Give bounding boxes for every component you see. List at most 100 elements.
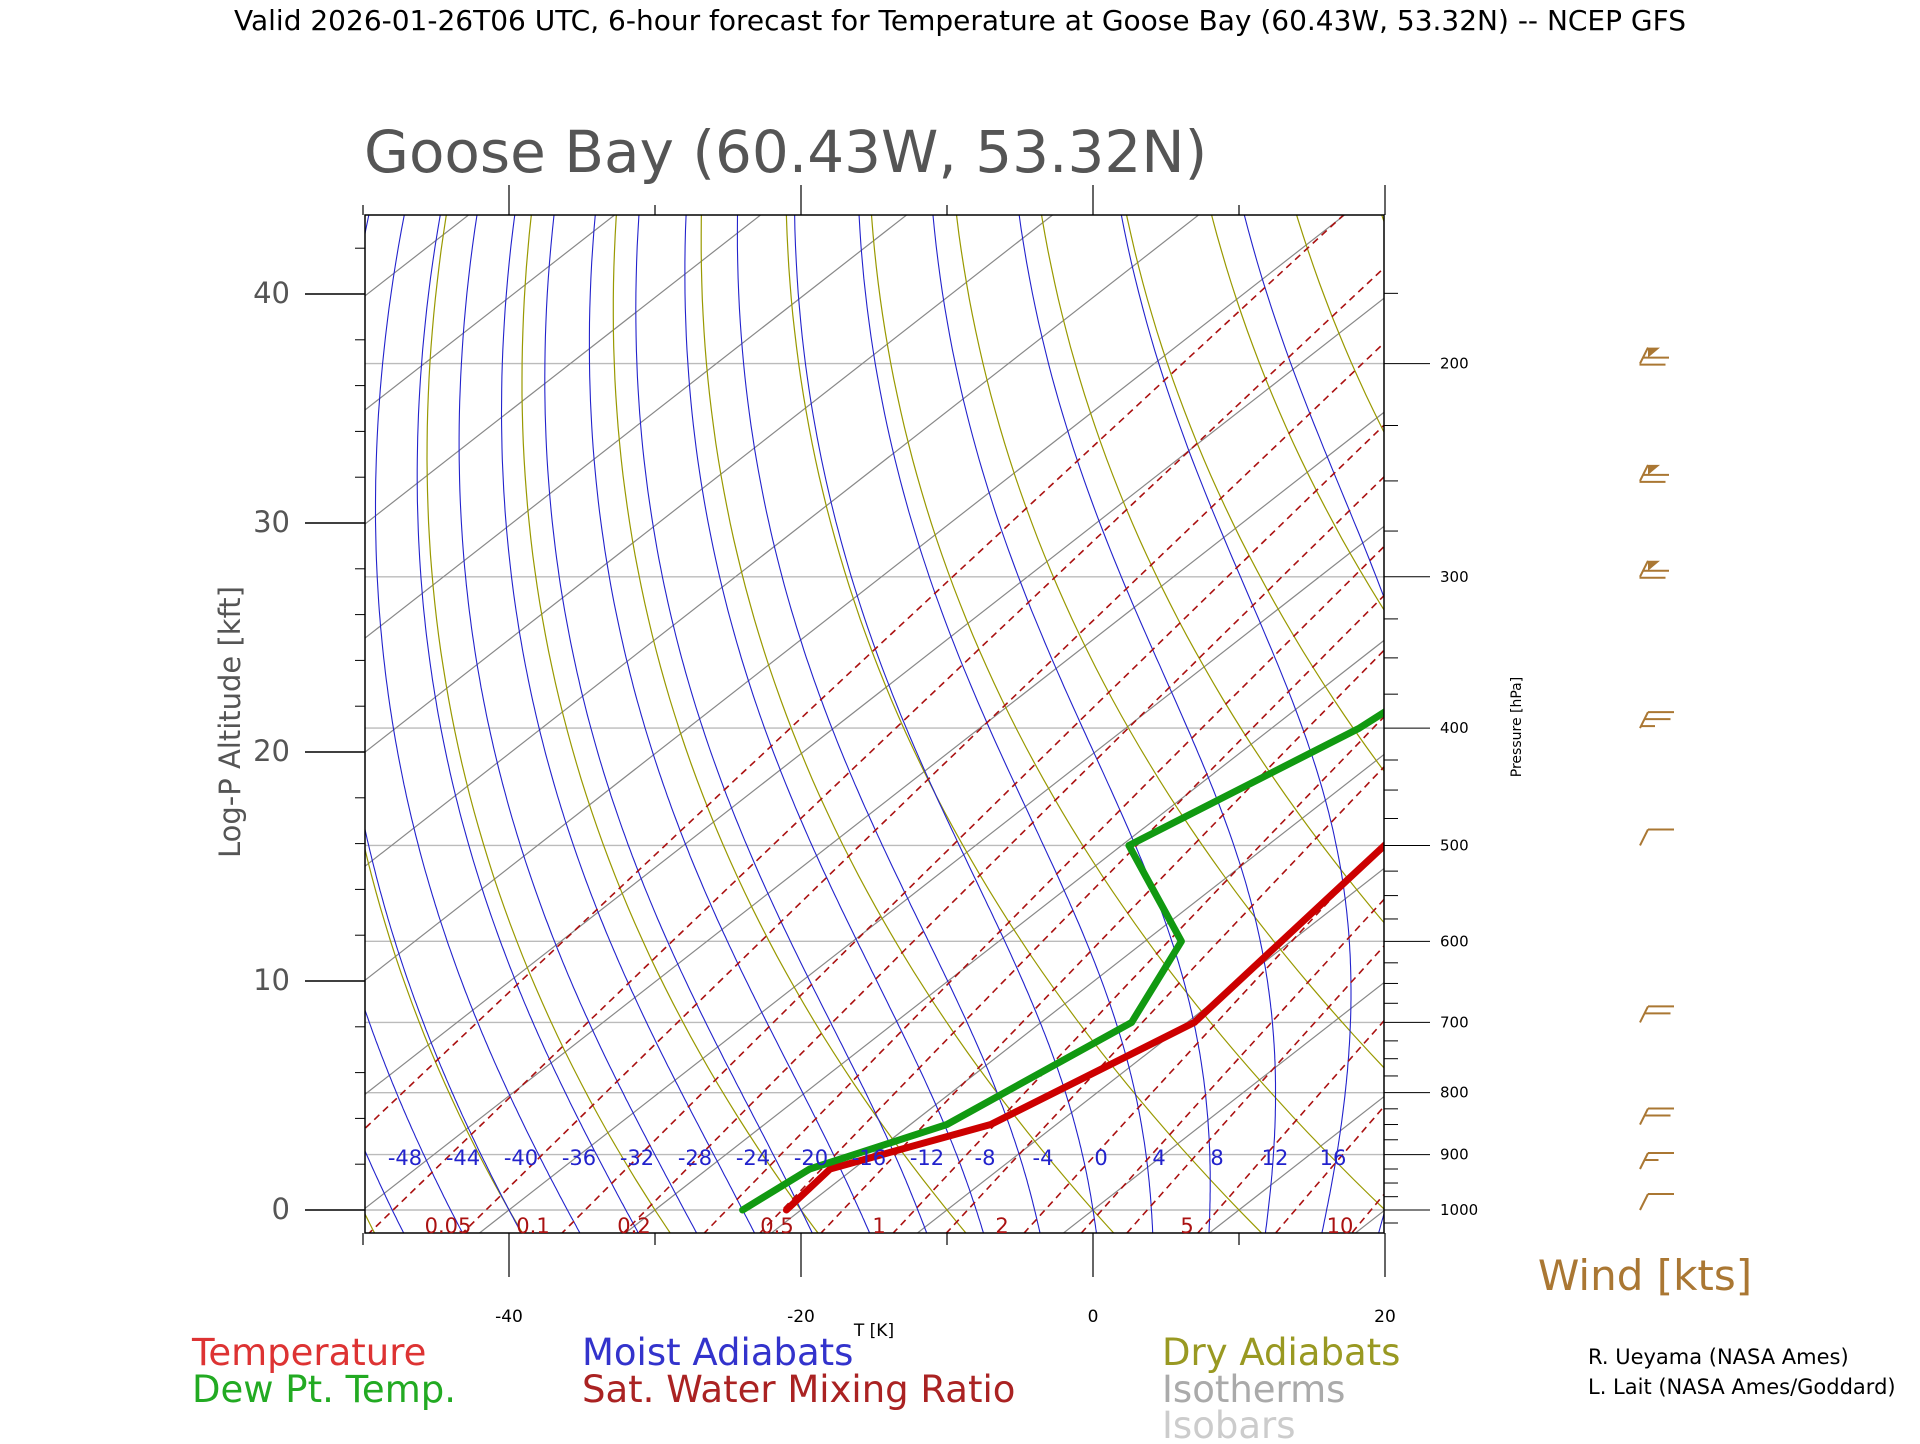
- isotherm-line: [445, 95, 1920, 1260]
- dry-adiabat-line: [1509, 107, 1920, 1260]
- wind-barb-staff: [1640, 465, 1648, 481]
- mixing-ratio-line: [868, 95, 1920, 1260]
- isotherm-line: [1467, 95, 1920, 1260]
- dry-adiabat-line: [1269, 107, 1920, 1260]
- dry-adiabat-line: [613, 107, 989, 1260]
- wind-barb-staff: [1640, 829, 1648, 845]
- wind-barb-pennant: [1648, 465, 1660, 475]
- mixing-ratio-line: [226, 95, 1474, 1260]
- dry-adiabat-line: [1589, 107, 1920, 1260]
- moist-adiabat-line: [376, 116, 595, 1260]
- moist-adiabat-line: [292, 116, 477, 1260]
- wind-barb: [1640, 1006, 1674, 1022]
- isobar-lines: [365, 364, 1384, 1210]
- wind-barb-staff: [1640, 348, 1648, 364]
- pressure-tick-label: 500: [1440, 836, 1469, 854]
- moist-adiabat-label: 12: [1262, 1146, 1289, 1170]
- moist-adiabat-label: -20: [794, 1146, 828, 1170]
- mixing-ratio-line: [1057, 95, 1920, 1260]
- x-axis-label: T [K]: [853, 1321, 894, 1341]
- wind-barb-pennant: [1648, 561, 1660, 571]
- dry-adiabat-line: [225, 107, 389, 1260]
- dry-adiabat-line: [1188, 107, 1920, 1260]
- moist-adiabat-line: [589, 116, 880, 1260]
- isotherm-line: [0, 95, 622, 1260]
- dewpoint-line: [743, 212, 1920, 1210]
- wind-barb: [1640, 1194, 1674, 1210]
- isotherm-lines: [0, 95, 1920, 1260]
- header-title: Valid 2026-01-26T06 UTC, 6-hour forecast…: [234, 4, 1686, 37]
- wind-barb: [1640, 712, 1674, 728]
- isotherm-line: [299, 95, 1791, 1260]
- moist-adiabat-lines: [119, 116, 1440, 1260]
- moist-adiabat-label: 16: [1320, 1146, 1347, 1170]
- y-tick-label: 0: [272, 1192, 290, 1226]
- dry-adiabat-line: [868, 107, 1439, 1260]
- wind-barb: [1640, 465, 1670, 482]
- moist-adiabat-line: [417, 116, 653, 1260]
- moist-adiabat-line: [1009, 116, 1275, 1260]
- moist-adiabat-label: -40: [504, 1146, 538, 1170]
- moist-adiabat-label: 8: [1210, 1146, 1223, 1170]
- isotherm-line: [0, 95, 1060, 1260]
- moist-adiabat-line: [459, 116, 711, 1260]
- isotherm-line: [0, 95, 768, 1260]
- isotherm-line: [0, 95, 1206, 1260]
- isotherm-line: [1175, 95, 1920, 1260]
- dry-adiabat-line: [522, 107, 839, 1260]
- legend: Temperature Dew Pt. Temp. Moist Adiabats…: [191, 1331, 1400, 1440]
- mixing-ratio-line: [535, 95, 1728, 1260]
- moist-adiabat-label: -36: [562, 1146, 596, 1170]
- mixing-ratio-label: 10: [1327, 1214, 1354, 1238]
- isotherm-line: [591, 95, 1920, 1260]
- moist-adiabat-label: -28: [678, 1146, 712, 1170]
- y-tick-label: 20: [253, 734, 290, 768]
- moist-adiabat-label: -12: [910, 1146, 944, 1170]
- y-tick-label: 40: [253, 276, 290, 310]
- legend-isobars: Isobars: [1162, 1404, 1295, 1440]
- pressure-tick-label: 700: [1440, 1013, 1469, 1031]
- moist-adiabat-label: -32: [620, 1146, 654, 1170]
- pressure-tick-label: 900: [1440, 1146, 1469, 1164]
- moist-adiabat-line: [502, 116, 769, 1260]
- wind-barb-staff: [1640, 561, 1648, 577]
- y2-axis-label: Pressure [hPa]: [1509, 677, 1525, 777]
- mixing-ratio-label: 5: [1180, 1214, 1193, 1238]
- wind-barb-pennant: [1648, 348, 1660, 358]
- dry-adiabat-line: [948, 107, 1589, 1260]
- dry-adiabat-line: [1830, 107, 1920, 1260]
- pressure-tick-label: 200: [1440, 355, 1469, 373]
- wind-barb: [1640, 348, 1670, 365]
- x-tick-label: -20: [787, 1307, 815, 1327]
- wind-barb: [1640, 1153, 1674, 1169]
- moist-adiabat-line: [334, 116, 536, 1260]
- plot-title: Goose Bay (60.43W, 53.32N): [364, 118, 1207, 186]
- mixing-ratio-label: 0.5: [760, 1214, 793, 1238]
- mixing-ratio-label: 2: [995, 1214, 1008, 1238]
- dry-adiabat-line: [701, 107, 1139, 1260]
- isotherm-line: [1029, 95, 1920, 1260]
- credit-line-1: R. Ueyama (NASA Ames): [1588, 1345, 1849, 1369]
- legend-dewpoint: Dew Pt. Temp.: [192, 1368, 456, 1411]
- mixing-ratio-line: [734, 95, 1889, 1260]
- moist-adiabat-line: [794, 116, 1099, 1260]
- isotherm-line: [1321, 95, 1920, 1260]
- moist-adiabat-label: -24: [736, 1146, 770, 1170]
- moist-adiabat-label: -16: [852, 1146, 886, 1170]
- isotherm-line: [0, 95, 330, 1260]
- wind-label: Wind [kts]: [1538, 1251, 1752, 1300]
- isotherm-line: [153, 95, 1645, 1260]
- moist-adiabat-label: -8: [975, 1146, 996, 1170]
- moist-adiabat-line: [636, 116, 936, 1260]
- pressure-tick-label: 600: [1440, 932, 1469, 950]
- mixing-ratio-line: [1174, 95, 1920, 1260]
- x-tick-label: 0: [1088, 1307, 1099, 1327]
- moist-adiabat-label: 0: [1094, 1146, 1107, 1170]
- credit-line-2: L. Lait (NASA Ames/Goddard): [1588, 1375, 1896, 1399]
- wind-barb: [1640, 561, 1670, 578]
- isotherm-line: [0, 95, 914, 1260]
